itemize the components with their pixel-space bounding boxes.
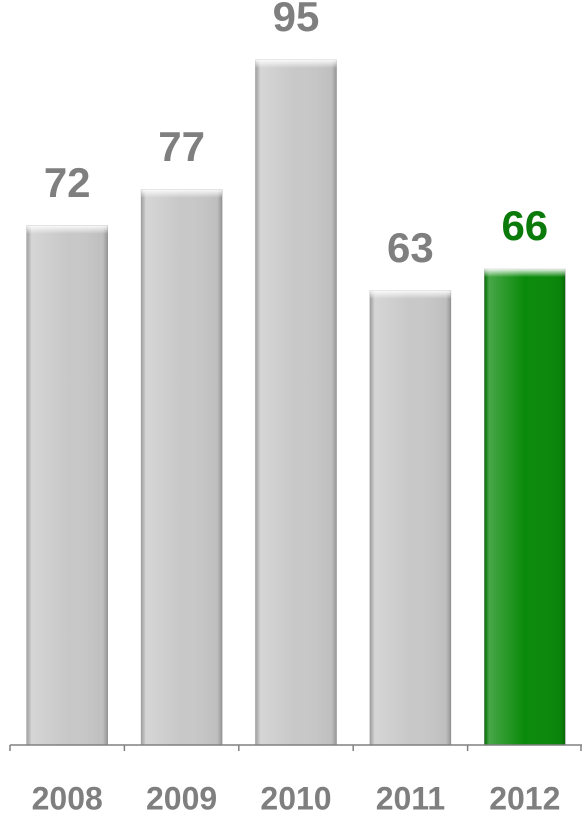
bar-shade: [369, 290, 451, 745]
bar-shade: [255, 60, 337, 745]
bar-top-highlight: [369, 290, 451, 299]
data-label: 72: [44, 159, 91, 206]
data-label: 77: [158, 123, 205, 170]
data-label: 95: [273, 0, 320, 40]
x-tick-label: 2012: [489, 780, 560, 816]
bar-top-highlight: [141, 189, 223, 198]
bar-shade: [484, 269, 566, 745]
x-tick-label: 2009: [146, 780, 217, 816]
bar-shade: [141, 189, 223, 745]
bar-top-highlight: [26, 225, 108, 234]
data-label: 63: [387, 224, 434, 271]
x-tick-label: 2008: [32, 780, 103, 816]
bar-shade: [26, 225, 108, 745]
bar-top-highlight: [255, 60, 337, 68]
data-label: 66: [501, 202, 548, 249]
bar-top-highlight: [484, 269, 566, 278]
x-tick-label: 2010: [260, 780, 331, 816]
x-tick-label: 2011: [376, 780, 445, 816]
